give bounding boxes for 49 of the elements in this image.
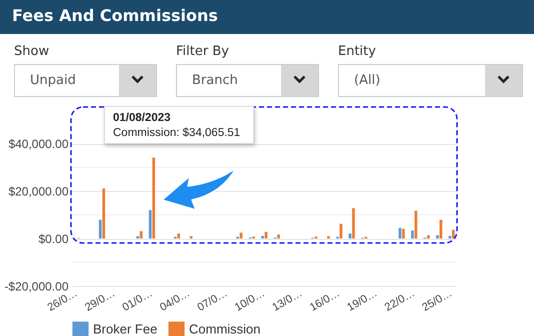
bar: [398, 228, 402, 239]
text: Show: [14, 44, 50, 59]
x-tick-label: 13/0…: [270, 287, 304, 314]
bar: [177, 234, 180, 239]
y-tick-label: -$20,000.00: [4, 280, 69, 294]
bar: [190, 236, 193, 239]
annotation: 01/08/2023: [113, 111, 172, 126]
bar: [414, 210, 418, 239]
bar: [411, 230, 414, 239]
bar: [98, 220, 102, 239]
legend-label: Commission: [189, 322, 261, 336]
bar: [240, 232, 242, 239]
x-tick-label: 25/0…: [420, 287, 454, 314]
bar: [136, 236, 140, 239]
bar: [277, 234, 280, 239]
legend-label: Broker Fee: [93, 322, 158, 336]
x-tick-label: 04/0…: [158, 287, 192, 314]
x-tick-label: 22/0…: [382, 287, 417, 314]
bar: [140, 231, 143, 239]
chart-title: Fees And Commissions: [0, 0, 534, 34]
bar: [452, 230, 455, 239]
text: Entity: [338, 44, 376, 59]
text: Unpaid: [30, 73, 76, 88]
bar: [348, 234, 352, 239]
y-tick-label: $20,000.00: [8, 184, 69, 199]
text: (All): [354, 73, 380, 88]
bar: [152, 158, 156, 239]
bar: [148, 210, 152, 239]
x-tick-label: 29/0…: [83, 287, 118, 314]
bar: [102, 188, 106, 239]
bar: [352, 208, 355, 239]
x-tick-label: 16/0…: [308, 287, 342, 314]
bar: [402, 228, 405, 239]
bar: [448, 236, 452, 239]
bar: [327, 236, 330, 239]
bar: [427, 235, 430, 239]
bar: [264, 232, 268, 239]
x-tick-label: 19/0…: [345, 287, 380, 314]
x-tick-label: 10/0…: [232, 287, 267, 314]
annotation: Commission: $34,065.51: [113, 126, 242, 141]
x-tick-label: 01/0…: [120, 287, 155, 314]
text: Branch: [192, 73, 238, 88]
y-tick-label: $0.00: [38, 232, 69, 246]
text: Filter By: [176, 44, 229, 59]
bar: [436, 235, 439, 239]
y-tick-label: $40,000.00: [8, 137, 69, 152]
x-tick-label: 07/0…: [195, 287, 230, 314]
bar: [440, 220, 442, 239]
bar: [340, 224, 342, 239]
